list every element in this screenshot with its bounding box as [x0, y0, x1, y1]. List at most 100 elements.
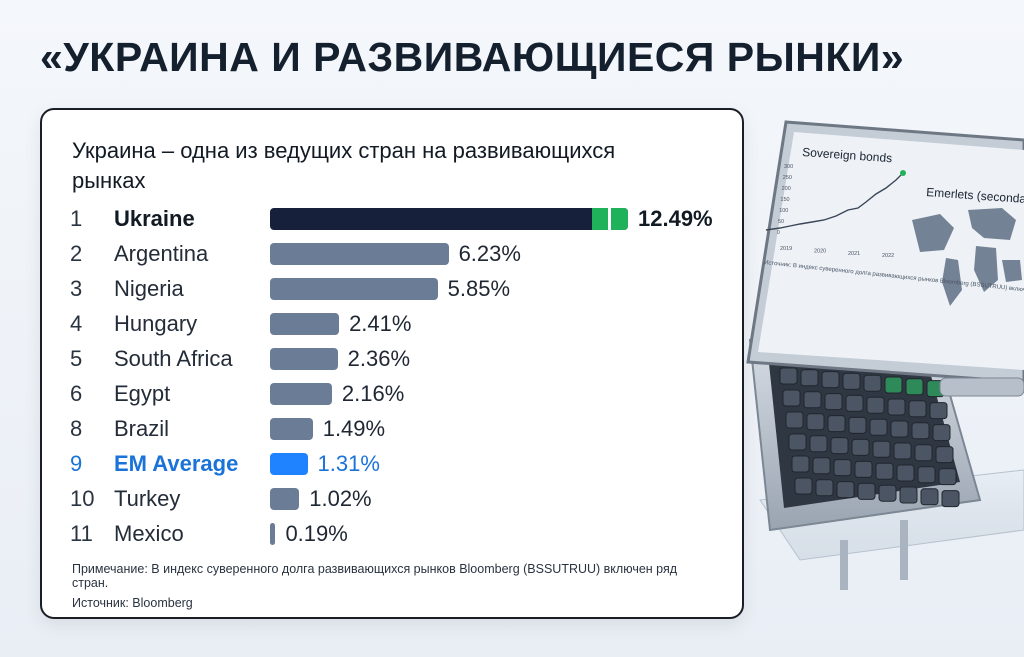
category-label: Ukraine — [114, 206, 195, 231]
keyboard-key — [911, 422, 930, 440]
chart-title: Украина – одна из ведущих стран на разви… — [72, 138, 616, 193]
rank-label: 9 — [70, 451, 83, 476]
category-label: Egypt — [114, 381, 171, 406]
keyboard-key — [806, 413, 825, 431]
screen-y-ticks: 300 250 200 150 100 50 0 — [777, 164, 793, 236]
rank-label: 8 — [70, 416, 83, 441]
keyboard-key — [896, 464, 915, 482]
category-label: Argentina — [114, 241, 209, 266]
value-label: 2.16% — [341, 381, 405, 406]
bar — [270, 208, 628, 230]
value-label: 1.02% — [309, 486, 372, 511]
keyboard-key — [908, 400, 927, 418]
chart-row: 6 Egypt 2.16% — [42, 379, 742, 409]
screen-x-tick: 2019 — [780, 246, 792, 252]
keyboard-key — [914, 444, 933, 462]
keyboard-key — [851, 438, 870, 456]
chart-source: Источник: Bloomberg — [72, 596, 193, 610]
keyboard-key — [941, 490, 960, 508]
keyboard-key — [929, 402, 948, 420]
chart-row: 2 Argentina 6.23% — [42, 239, 742, 269]
bar — [270, 383, 332, 405]
keyboard-key — [866, 396, 885, 414]
keyboard-key — [824, 393, 843, 411]
screen-y-tick: 300 — [784, 164, 793, 170]
keyboard-key — [869, 418, 888, 436]
keyboard-key — [938, 468, 957, 486]
keyboard-key — [830, 437, 849, 455]
keyboard-key — [791, 455, 810, 473]
keyboard-key — [779, 367, 798, 385]
chart-row: 5 South Africa 2.36% — [42, 344, 742, 374]
screen-panel-title: Sovereign bonds — [802, 145, 893, 165]
keyboard-key — [872, 440, 891, 458]
keyboard-key — [917, 466, 936, 484]
chart-row: 3 Nigeria 5.85% — [42, 274, 742, 304]
keyboard-key — [884, 376, 903, 394]
screen-x-tick: 2022 — [882, 253, 894, 259]
laptop-illustration: Sovereign bonds Emerlets (secondary 3002… — [746, 120, 1024, 590]
keyboard-key — [899, 486, 918, 504]
keyboard-key — [794, 477, 813, 495]
rank-label: 4 — [70, 311, 83, 336]
keyboard-key — [812, 457, 831, 475]
category-label: Brazil — [114, 416, 170, 441]
keyboard-key — [863, 374, 882, 392]
chart-row: 9 EM Average 1.31% — [42, 449, 742, 479]
value-label: 6.23% — [458, 241, 521, 266]
value-label: 12.49% — [638, 206, 713, 231]
laptop-base — [748, 338, 982, 532]
value-label: 2.41% — [349, 311, 412, 336]
value-label: 2.36% — [347, 346, 411, 371]
keyboard-key — [878, 484, 897, 502]
rank-label: 11 — [70, 521, 93, 546]
bar — [270, 418, 313, 440]
page-headline: «УКРАИНА И РАЗВИВАЮЩИЕСЯ РЫНКИ» — [40, 34, 905, 80]
bar — [270, 453, 308, 475]
rank-label: 10 — [70, 486, 95, 511]
screen-y-tick: 50 — [778, 219, 784, 225]
laptop-hinge — [939, 377, 1024, 397]
screen-x-tick: 2020 — [814, 248, 826, 254]
keyboard-key — [935, 446, 954, 464]
chart-row: 10 Turkey 1.02% — [42, 484, 742, 514]
value-label: 1.49% — [322, 416, 386, 441]
keyboard-key — [875, 462, 894, 480]
screen-y-tick: 250 — [783, 175, 792, 181]
screen-y-tick: 150 — [780, 197, 789, 203]
keyboard-key — [932, 424, 951, 442]
keyboard-key — [842, 372, 861, 390]
bar — [270, 348, 338, 370]
keyboard-keys — [779, 367, 960, 508]
keyboard-key — [857, 482, 876, 500]
rank-label: 3 — [70, 276, 83, 301]
category-label: Nigeria — [114, 276, 184, 301]
screen-y-tick: 200 — [782, 186, 791, 192]
chart-card: Украина – одна из ведущих стран на разви… — [40, 108, 744, 619]
screen-y-tick: 0 — [777, 230, 780, 236]
rank-label: 2 — [70, 241, 83, 266]
rank-label: 6 — [70, 381, 83, 406]
keyboard-key — [785, 411, 804, 429]
keyboard-key — [800, 369, 819, 387]
keyboard-key — [848, 416, 867, 434]
keyboard-key — [854, 460, 873, 478]
chart-row: 8 Brazil 1.49% — [42, 414, 742, 444]
keyboard-key — [821, 371, 840, 389]
keyboard-key — [809, 435, 828, 453]
screen-x-tick: 2021 — [848, 251, 860, 257]
keyboard-key — [920, 488, 939, 506]
chart-row: 11 Mexico 0.19% — [42, 519, 742, 549]
bar-accent-divider — [608, 208, 611, 230]
category-label: Turkey — [114, 486, 181, 511]
keyboard-key — [893, 442, 912, 460]
category-label: EM Average — [114, 451, 239, 476]
screen-highlight-dot — [900, 170, 906, 176]
bar — [270, 313, 340, 335]
keyboard-key — [836, 481, 855, 499]
category-label: South Africa — [114, 346, 233, 371]
rank-label: 5 — [70, 346, 83, 371]
keyboard-key — [803, 391, 822, 409]
screen-world-map — [912, 208, 1022, 306]
screen-y-tick: 100 — [779, 208, 788, 214]
